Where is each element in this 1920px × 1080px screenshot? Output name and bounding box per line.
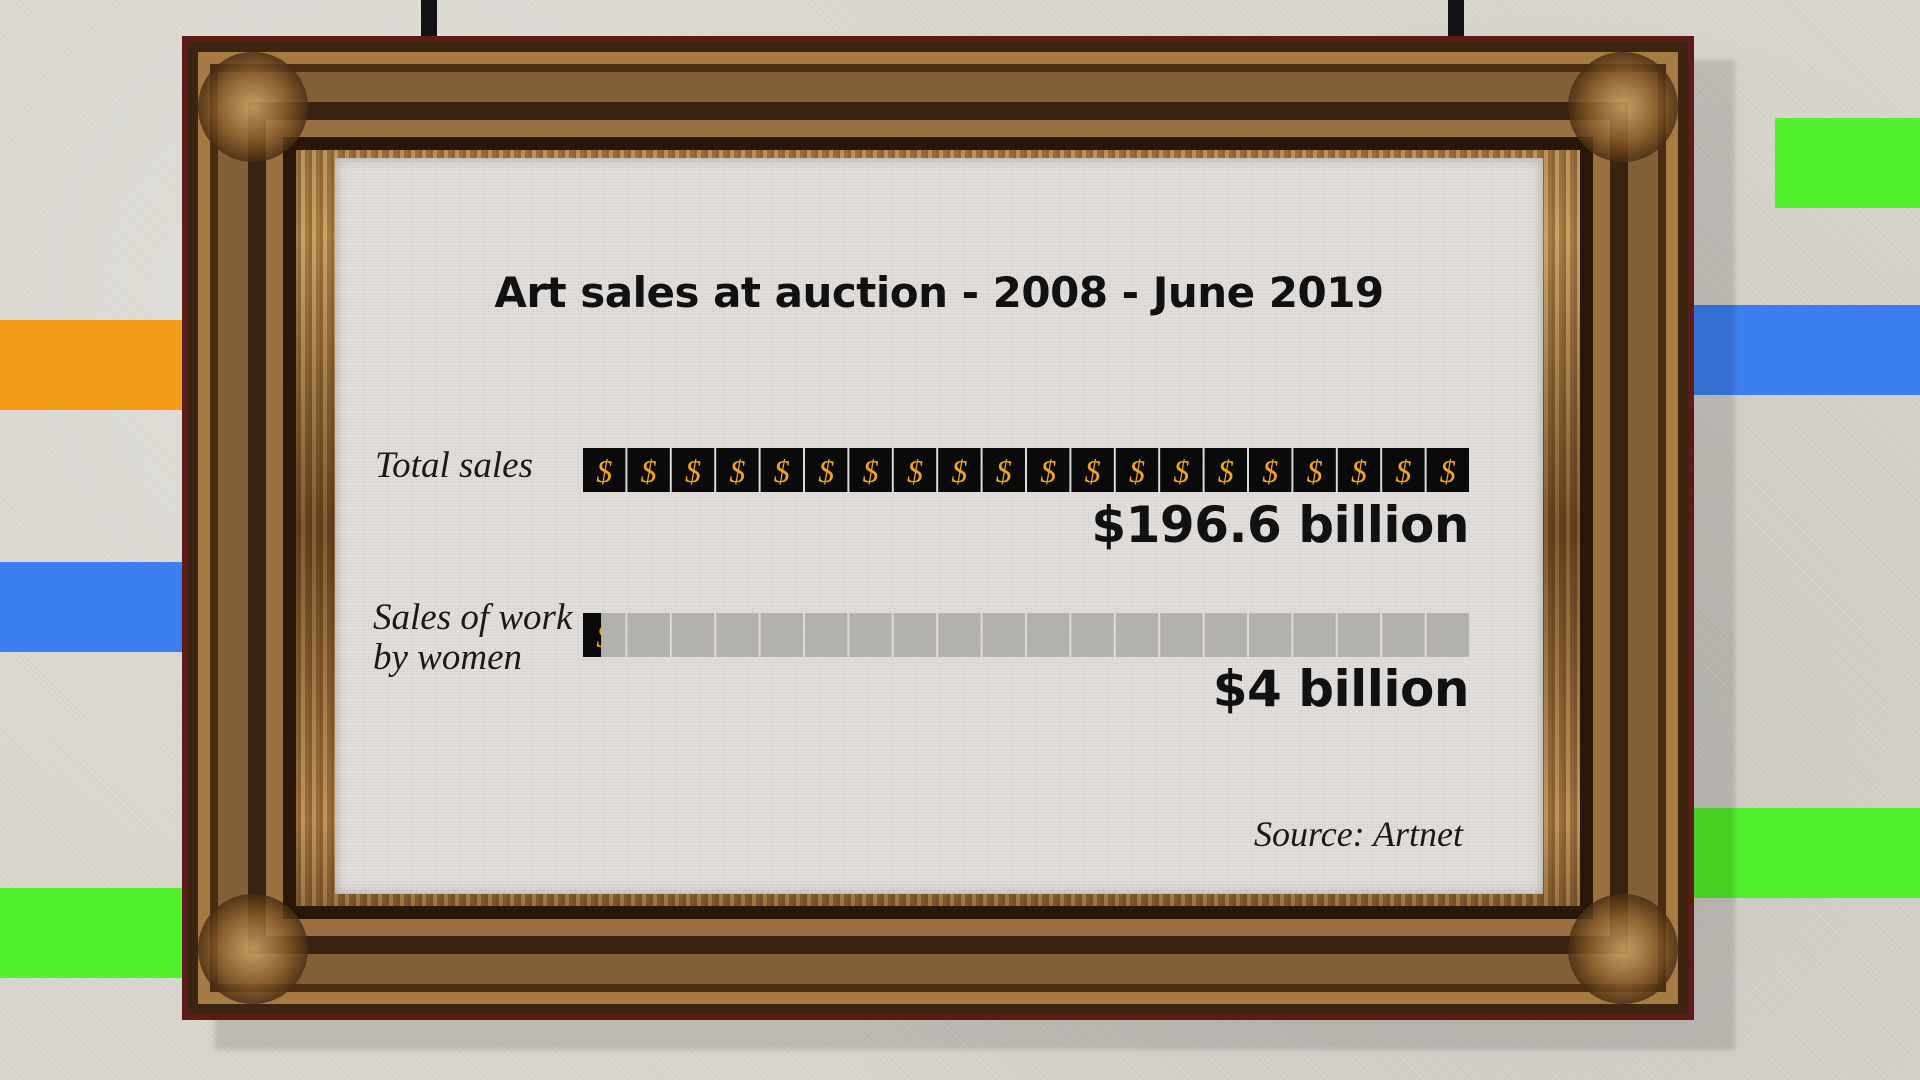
- empty-cell: [1204, 613, 1247, 657]
- filled-cell: [893, 448, 937, 492]
- filled-cell: [805, 448, 848, 492]
- filled-cell: [1027, 448, 1070, 492]
- empty-cell: [716, 613, 759, 657]
- filled-cell: [1337, 448, 1381, 492]
- empty-cell: [1115, 613, 1159, 657]
- filled-cell: [1249, 448, 1292, 492]
- dollar-symbol: $: [1262, 453, 1278, 489]
- filled-cell: [982, 448, 1025, 492]
- dollar-symbol: $: [1040, 453, 1056, 489]
- label-sales-women: Sales of work by women: [373, 598, 572, 678]
- filled-cell: [716, 448, 759, 492]
- dollar-symbol: $: [1440, 453, 1456, 489]
- bar-fill-sales-women: $$$$$$$$$$$$$$$$$$$$: [583, 613, 612, 657]
- empty-cell: [671, 613, 715, 657]
- hanger-wire-left: [421, 0, 437, 38]
- bar-fill-total-sales: $ $ $ $ $ $ $ $ $ $ $ $ $ $ $ $ $ $ $ $: [583, 448, 1469, 492]
- filled-cell: [849, 448, 892, 492]
- dollar-symbol: $: [729, 453, 745, 489]
- filled-cell: [671, 448, 715, 492]
- filled-cell: [760, 448, 803, 492]
- dollar-symbol: $: [1085, 453, 1101, 489]
- filled-cell: [583, 448, 626, 492]
- green-stripe-right-top: [1775, 118, 1920, 208]
- green-stripe-left: [0, 888, 190, 978]
- dollar-symbol: $: [596, 453, 612, 489]
- bar-chart-svg: $$$$$$$$$$$$$$$$$$$$$$$$$$$$$$$$$$$$$$$$: [583, 448, 1469, 657]
- dollar-symbol: $: [774, 453, 790, 489]
- dollar-symbol: $: [996, 453, 1012, 489]
- blue-stripe-left: [0, 562, 190, 652]
- empty-cell: [1027, 613, 1070, 657]
- chart-canvas: Art sales at auction - 2008 - June 2019 …: [335, 158, 1543, 894]
- filled-cell: [1426, 448, 1469, 492]
- value-label-total-sales: $196.6 billion: [1091, 496, 1469, 554]
- dollar-symbol: $: [1395, 453, 1411, 489]
- dollar-symbol: $: [863, 453, 879, 489]
- filled-cell: [938, 448, 981, 492]
- label-sales-women-line2: by women: [373, 637, 522, 678]
- hanger-wire-right: [1448, 0, 1464, 38]
- bar-row-sales-women: $$$$$$$$$$$$$$$$$$$$: [583, 613, 1469, 657]
- empty-cell: [1160, 613, 1203, 657]
- empty-cell: [1337, 613, 1381, 657]
- bar-row-total-sales: $ $ $ $ $ $ $ $ $ $ $ $ $ $ $ $ $ $ $ $: [583, 448, 1469, 492]
- filled-cell: [1382, 448, 1425, 492]
- source-note: Source: Artnet: [1254, 814, 1463, 854]
- dollar-symbol: $: [951, 453, 967, 489]
- dollar-symbol: $: [1129, 453, 1145, 489]
- frame-ornament-top-right: [1568, 52, 1678, 162]
- dollar-symbol: $: [818, 453, 834, 489]
- blue-stripe-right: [1690, 305, 1920, 395]
- label-total-sales: Total sales: [375, 446, 533, 486]
- chart-title: Art sales at auction - 2008 - June 2019: [494, 268, 1384, 317]
- empty-cell: [1426, 613, 1469, 657]
- filled-cell: [1293, 448, 1336, 492]
- filled-cell: [1115, 448, 1159, 492]
- dollar-symbol: $: [907, 453, 923, 489]
- filled-cell: [1071, 448, 1114, 492]
- empty-cell: [849, 613, 892, 657]
- label-total-sales-text: Total sales: [375, 445, 533, 486]
- dollar-symbol: $: [641, 453, 657, 489]
- empty-cell: [982, 613, 1025, 657]
- label-sales-women-line1: Sales of work: [373, 597, 573, 638]
- empty-cell: [893, 613, 937, 657]
- empty-cell: [938, 613, 981, 657]
- value-label-sales-women: $4 billion: [1212, 660, 1470, 718]
- dollar-symbol: $: [685, 453, 701, 489]
- dollar-symbol: $: [1173, 453, 1189, 489]
- filled-cell: [1160, 448, 1203, 492]
- green-stripe-right-bottom: [1690, 808, 1920, 898]
- filled-cell: [627, 448, 670, 492]
- empty-cell: [805, 613, 848, 657]
- filled-cell: [1204, 448, 1247, 492]
- frame-ornament-bottom-right: [1568, 894, 1678, 1004]
- frame-ornament-bottom-left: [198, 894, 308, 1004]
- empty-cell: [760, 613, 803, 657]
- empty-cell: [1382, 613, 1425, 657]
- dollar-symbol: $: [1351, 453, 1367, 489]
- orange-stripe-left: [0, 320, 190, 410]
- dollar-symbol: $: [596, 618, 612, 654]
- empty-cell: [1249, 613, 1292, 657]
- filled-cell: [583, 613, 602, 657]
- dollar-symbol: $: [1218, 453, 1234, 489]
- empty-cell: [1293, 613, 1336, 657]
- frame-ornament-top-left: [198, 52, 308, 162]
- empty-cell: [627, 613, 670, 657]
- dollar-symbol: $: [1307, 453, 1323, 489]
- empty-cell: [1071, 613, 1114, 657]
